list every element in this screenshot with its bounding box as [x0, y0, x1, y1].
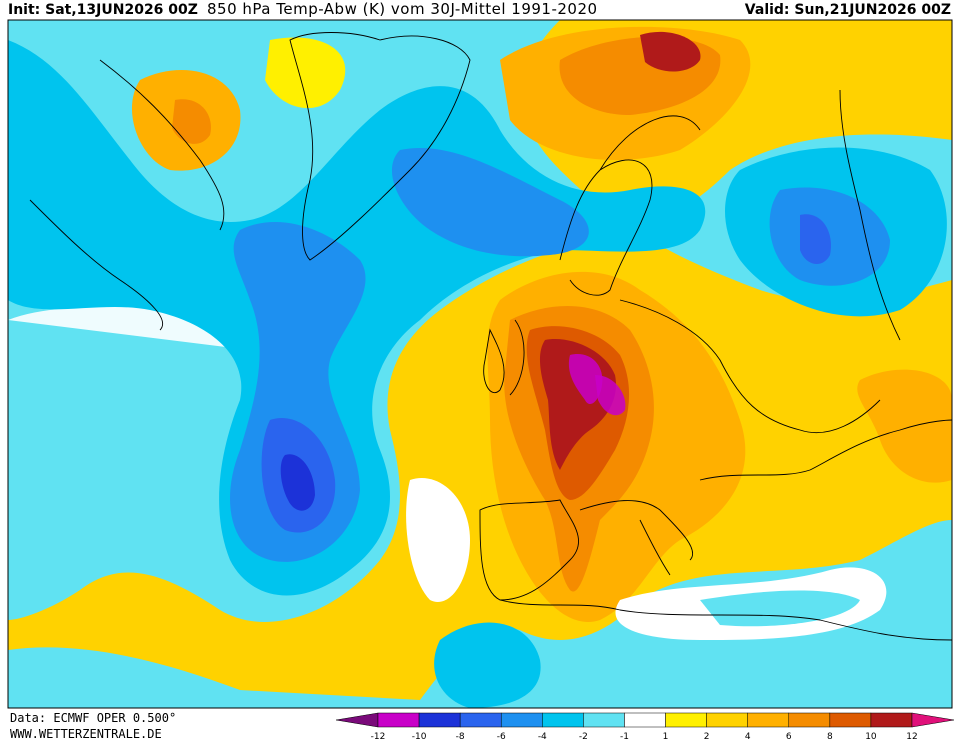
anomaly-area: [8, 40, 706, 596]
legend-swatch: [418, 712, 461, 728]
coastline: [29, 59, 225, 331]
coastline: [559, 115, 701, 296]
legend-tick-label: 10: [865, 732, 877, 741]
anomaly-area: [640, 31, 701, 72]
legend-tick-label: -12: [371, 732, 386, 741]
legend-tick-label: 6: [786, 732, 792, 741]
anomaly-area: [434, 622, 541, 708]
coastline: [619, 299, 881, 434]
coastline: [839, 89, 901, 341]
anomaly-area: [700, 590, 860, 627]
legend-tick-label: 1: [663, 732, 669, 741]
anomaly-area: [568, 354, 603, 405]
color-legend: -12 -10 -8 -6 -4 -2 -1 1 2 4 6 8 10 12: [335, 712, 955, 741]
anomaly-area: [265, 37, 346, 109]
legend-tick-label: 8: [827, 732, 833, 741]
legend-tick-label: -4: [538, 732, 547, 741]
legend-arrow: [335, 712, 379, 728]
legend-tick-label: -8: [456, 732, 465, 741]
coastline: [289, 32, 471, 261]
legend-tick-label: -10: [412, 732, 427, 741]
website: WWW.WETTERZENTRALE.DE: [10, 727, 162, 741]
anomaly-area: [391, 148, 589, 257]
legend-swatch: [542, 712, 584, 728]
anomaly-area: [406, 478, 470, 602]
legend-tick-label: -2: [579, 732, 588, 741]
data-source: Data: ECMWF OPER 0.500°: [10, 711, 176, 725]
legend-swatch: [583, 712, 625, 728]
legend-swatch: [829, 712, 872, 728]
coastline: [579, 419, 952, 576]
map-title: 850 hPa Temp-Abw (K) vom 30J-Mittel 1991…: [207, 0, 598, 18]
legend-swatch: [706, 712, 748, 728]
valid-time: Valid: Sun,21JUN2026 00Z: [745, 2, 951, 18]
legend-tick-label: -1: [620, 732, 629, 741]
legend-swatch: [870, 712, 913, 728]
anomaly-area: [857, 369, 952, 483]
coastline: [479, 499, 579, 601]
anomaly-area: [172, 99, 211, 144]
legend-swatch: [788, 712, 831, 728]
anomaly-area: [595, 375, 626, 416]
legend-swatch: [747, 712, 790, 728]
legend-swatch: [665, 712, 707, 728]
legend-swatch: [377, 712, 420, 728]
legend-arrow: [911, 712, 955, 728]
map-frame: [7, 19, 953, 709]
legend-swatch: [459, 712, 502, 728]
anomaly-area: [280, 454, 315, 511]
map-field: [8, 20, 952, 708]
legend-tick-label: 12: [906, 732, 917, 741]
legend-tick-label: -6: [497, 732, 506, 741]
anomaly-area: [800, 214, 831, 265]
legend-tick-label: 4: [745, 732, 751, 741]
init-time: Init: Sat,13JUN2026 00Z: [8, 2, 198, 18]
anomaly-area: [8, 520, 952, 708]
coastline: [499, 599, 952, 641]
legend-swatch: [624, 712, 666, 728]
legend-tick-label: 2: [704, 732, 710, 741]
coastline: [483, 319, 525, 396]
legend-swatch: [500, 712, 543, 728]
